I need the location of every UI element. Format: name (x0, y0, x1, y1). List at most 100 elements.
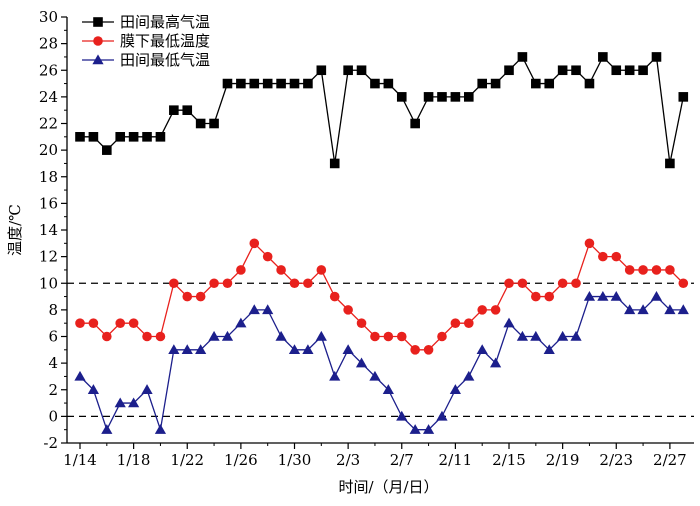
data-point (624, 65, 635, 76)
data-point (102, 331, 112, 342)
data-point (477, 305, 487, 315)
y-tick-label: 0 (48, 407, 58, 425)
data-point (249, 238, 260, 249)
data-point (517, 52, 528, 62)
legend-label: 膜下最低温度 (120, 32, 210, 50)
x-tick-label: 1/26 (224, 451, 258, 469)
data-point (369, 370, 381, 381)
data-point (476, 344, 488, 355)
data-point (169, 278, 179, 289)
y-tick-label: 22 (39, 115, 58, 133)
y-tick-label: 18 (39, 168, 58, 186)
data-point (531, 78, 541, 89)
y-tick-label: 10 (39, 274, 58, 292)
data-point (235, 317, 247, 328)
data-point (276, 265, 286, 275)
data-point (598, 251, 608, 262)
data-point (598, 52, 608, 62)
data-point (611, 65, 622, 76)
data-point (222, 278, 233, 289)
data-point (584, 238, 595, 249)
y-tick-label: 24 (39, 88, 58, 106)
data-point (410, 345, 420, 355)
data-point (423, 345, 434, 355)
x-tick-label: 2/23 (599, 451, 633, 469)
data-point (490, 357, 502, 368)
data-point (382, 384, 394, 394)
data-point (583, 290, 596, 301)
x-tick-label: 1/30 (278, 451, 312, 469)
data-point (651, 52, 662, 62)
data-point (142, 132, 152, 142)
data-point (221, 330, 234, 341)
data-point (597, 290, 609, 301)
data-point (557, 65, 568, 76)
data-point (195, 118, 206, 129)
data-point (115, 132, 126, 142)
data-point (248, 304, 260, 315)
data-point (370, 331, 380, 342)
data-point (169, 105, 179, 115)
axes (61, 16, 694, 449)
data-point (450, 318, 461, 328)
data-point (650, 290, 663, 301)
legend-item-1: 田间最高气温 (82, 13, 210, 31)
data-point (571, 278, 581, 289)
data-point (142, 331, 152, 342)
data-point (288, 344, 301, 355)
data-point (155, 331, 166, 342)
data-point (517, 278, 528, 289)
data-point (463, 318, 474, 328)
data-point (302, 344, 314, 355)
data-point (249, 78, 260, 89)
data-point (342, 344, 354, 355)
y-tick-label: 12 (39, 248, 58, 266)
data-point (437, 331, 447, 342)
data-point (516, 330, 529, 341)
data-point (665, 158, 675, 169)
data-point (557, 330, 569, 341)
data-point (503, 317, 515, 328)
x-tick-label: 2/11 (439, 451, 473, 469)
data-point (410, 118, 420, 129)
data-point (74, 370, 86, 381)
y-tick-label: 4 (48, 354, 58, 372)
y-tick-label: 30 (39, 8, 58, 26)
data-point (557, 278, 568, 289)
data-point (409, 424, 421, 434)
data-point (289, 278, 300, 289)
data-point (530, 330, 542, 341)
series-layer (74, 52, 689, 434)
data-point (195, 291, 206, 302)
data-point (463, 92, 474, 102)
data-point (182, 105, 193, 115)
data-point (75, 318, 85, 328)
y-tick-label: -2 (43, 434, 58, 452)
y-tick-label: 16 (39, 194, 58, 212)
y-tick-label: 28 (39, 35, 58, 53)
x-tick-label: 2/15 (492, 451, 526, 469)
data-point (102, 145, 112, 155)
data-point (154, 424, 167, 434)
data-point (665, 265, 675, 275)
data-point (664, 304, 676, 315)
data-point (611, 251, 622, 262)
data-point (531, 291, 541, 302)
data-point (490, 78, 501, 89)
data-point (396, 410, 408, 421)
data-point (128, 132, 139, 142)
data-point (437, 92, 447, 102)
data-point (208, 330, 220, 341)
data-point (436, 410, 448, 421)
data-point (315, 330, 327, 341)
data-point (316, 65, 327, 76)
data-point (128, 318, 139, 328)
y-tick-label: 26 (39, 61, 58, 79)
data-point (262, 251, 273, 262)
data-point (463, 370, 475, 381)
legend-label: 田间最低气温 (120, 51, 210, 69)
data-point (343, 65, 353, 76)
